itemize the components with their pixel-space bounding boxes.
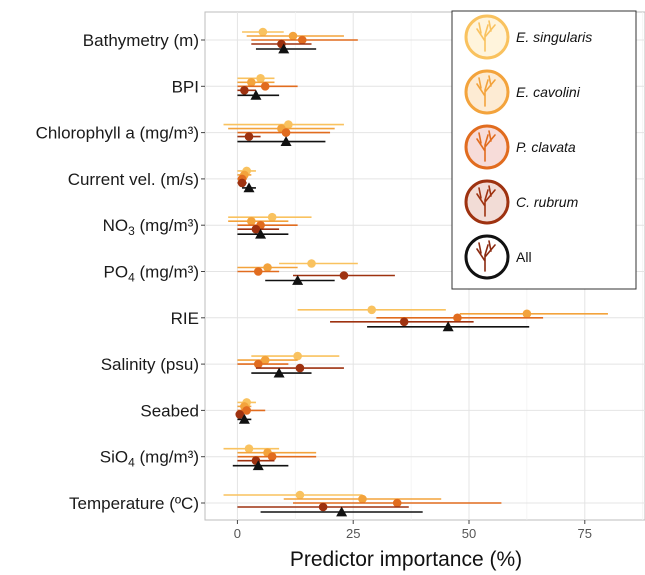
x-tick-label: 50 <box>462 526 476 541</box>
point-marker <box>252 460 264 471</box>
x-axis-ticks: 0 25 50 75 <box>234 520 592 541</box>
point-marker <box>237 178 247 188</box>
point-marker <box>260 82 270 91</box>
legend: E. singularis E. cavolini P. clavata C. rub… <box>451 10 637 290</box>
point-marker <box>253 267 263 276</box>
y-tick-label: SiO4 (mg/m³) <box>100 448 199 470</box>
point-marker <box>255 228 267 239</box>
point-marker <box>256 74 265 83</box>
legend-label: P. clavata <box>516 139 576 155</box>
point-marker <box>267 452 277 462</box>
legend-item: E. cavolini <box>464 69 581 115</box>
series-all <box>232 43 530 517</box>
point-marker <box>281 128 291 137</box>
y-tick-label: Salinity (psu) <box>101 355 199 374</box>
point-marker <box>336 506 348 517</box>
y-axis-labels: Bathymetry (m) BPI Chlorophyll a (mg/m³) Cu… <box>36 31 205 513</box>
legend-item: C. rubrum <box>464 179 579 225</box>
legend-label: C. rubrum <box>516 194 579 210</box>
point-marker <box>267 212 277 222</box>
y-tick-label: Current vel. (m/s) <box>68 170 199 189</box>
point-marker <box>307 259 316 268</box>
point-marker <box>453 313 462 323</box>
y-tick-label: PO4 (mg/m³) <box>104 263 199 285</box>
point-marker <box>238 413 250 424</box>
legend-item: E. singularis <box>464 14 592 60</box>
legend-label: E. singularis <box>516 29 592 45</box>
point-marker <box>339 271 349 280</box>
legend-label: All <box>516 249 532 265</box>
legend-item: All <box>464 234 532 280</box>
point-marker <box>367 305 377 315</box>
x-tick-label: 75 <box>578 526 592 541</box>
series-c--rubrum <box>235 39 474 512</box>
point-marker <box>280 136 292 146</box>
point-marker <box>318 502 328 512</box>
legend-coral-icon <box>464 179 510 225</box>
point-marker <box>522 309 532 319</box>
point-marker <box>442 321 454 332</box>
point-marker <box>392 498 402 508</box>
point-marker <box>292 275 304 285</box>
y-tick-label: BPI <box>172 77 199 96</box>
point-marker <box>240 86 249 95</box>
y-tick-label: Bathymetry (m) <box>83 31 199 50</box>
point-marker <box>243 182 255 193</box>
y-tick-label: Seabed <box>140 401 199 420</box>
point-marker <box>242 406 251 415</box>
point-marker <box>284 120 293 129</box>
y-tick-label: Chlorophyll a (mg/m³) <box>36 124 199 143</box>
series-e--singularis <box>223 27 446 500</box>
data-marks <box>223 27 608 517</box>
point-marker <box>253 359 263 369</box>
coral-branch-icon <box>476 240 496 272</box>
legend-coral-icon <box>464 234 510 280</box>
point-marker <box>250 89 262 100</box>
point-marker <box>288 31 298 41</box>
point-marker <box>358 494 367 504</box>
point-marker <box>247 78 256 87</box>
y-tick-label: Temperature (ºC) <box>69 494 199 513</box>
legend-coral-icon <box>464 124 510 170</box>
x-axis-label: Predictor importance (%) <box>290 548 522 571</box>
point-marker <box>247 216 256 226</box>
x-tick-label: 25 <box>346 526 360 541</box>
point-marker <box>273 367 285 378</box>
y-tick-label: NO3 (mg/m³) <box>103 216 199 238</box>
point-marker <box>263 263 272 272</box>
legend-label: E. cavolini <box>516 84 581 100</box>
point-marker <box>295 490 305 500</box>
coral-branch-icon <box>476 75 496 107</box>
y-tick-label: RIE <box>171 309 199 328</box>
point-marker <box>293 351 302 361</box>
x-tick-label: 0 <box>234 526 241 541</box>
point-marker <box>297 35 307 45</box>
point-marker <box>278 43 290 54</box>
point-marker <box>235 410 245 419</box>
legend-item: P. clavata <box>464 124 576 170</box>
point-marker <box>258 27 268 37</box>
coral-branch-icon <box>476 185 496 217</box>
point-marker <box>244 132 254 141</box>
coral-branch-icon <box>476 20 496 52</box>
point-marker <box>251 224 261 234</box>
point-marker <box>260 355 270 365</box>
legend-coral-icon <box>464 69 510 115</box>
series-e--cavolini <box>228 31 608 504</box>
legend-coral-icon <box>464 14 510 60</box>
point-marker <box>295 363 305 373</box>
point-marker <box>244 444 254 454</box>
coral-branch-icon <box>476 130 496 162</box>
point-marker <box>399 317 409 327</box>
